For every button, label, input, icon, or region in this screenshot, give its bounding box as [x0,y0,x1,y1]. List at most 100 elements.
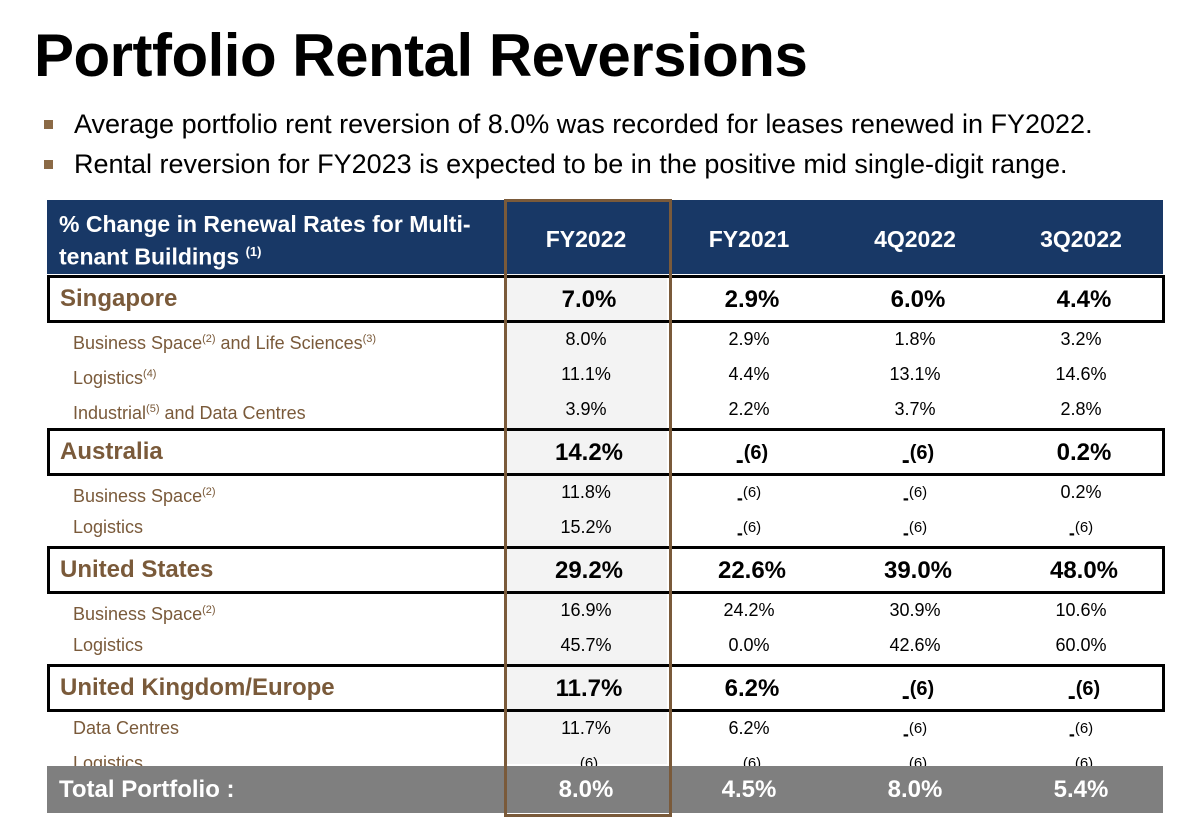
sub-row-label-text: Logistics [73,368,144,388]
footnote-ref: (2) [202,604,216,616]
value-cell: 30.9% [889,600,941,620]
region-row: United Kingdom/Europe 11.7% 6.2% -(6) -(6) [47,664,1165,712]
value-cell: 3.9% [565,399,607,419]
region-row: United States 29.2% 22.6% 39.0% 48.0% [47,546,1165,594]
value-cell: 6.0% [890,286,946,313]
value-cell: 2.9% [724,286,780,313]
value-cell: 4.4% [728,364,770,384]
region-name: Singapore [60,285,178,312]
dash-mark: - [1068,523,1075,543]
value-cell: 60.0% [1055,635,1107,655]
dash-mark: - [902,523,909,543]
header-label: % Change in Renewal Rates for Multi-tena… [59,210,499,271]
value-cell: 24.2% [723,600,775,620]
sub-row: Business Space(2) 16.9% 24.2% 30.9% 10.6% [47,593,1163,628]
value-cell: 1.8% [894,329,936,349]
fy2022-column-shading [505,274,667,764]
footnote-ref: (6) [909,442,935,464]
value-cell: 16.9% [560,600,612,620]
value-cell: 39.0% [883,557,953,584]
sub-row-label-text: Industrial [73,403,147,423]
sub-row-label-text: Logistics [73,635,144,655]
column-header-fy2021: FY2021 [708,226,790,252]
total-value: 5.4% [1053,776,1109,803]
region-name: United Kingdom/Europe [60,674,335,701]
dash-mark: - [1067,683,1076,710]
sub-row-label: Logistics(4) [73,357,156,396]
dash-mark: - [736,488,743,508]
sub-row: Business Space(2) 11.8% -(6) -(6) 0.2% [47,475,1163,510]
footnote-ref: (3) [362,333,377,345]
value-cell: 10.6% [1055,600,1107,620]
value-cell: 3.2% [1060,329,1102,349]
not-available-value: -(6) [834,667,1002,719]
footnote-ref: (5) [146,403,160,415]
square-bullet-icon [44,159,53,169]
footnote-ref: (6) [1075,678,1101,700]
footnote-ref: (6) [1074,519,1094,536]
table-header: % Change in Renewal Rates for Multi-tena… [47,200,1163,274]
not-available-value: -(6) [831,475,999,516]
header-label-text: % Change in Renewal Rates for Multi-tena… [59,211,471,270]
total-value: 8.0% [887,776,943,803]
value-cell: 8.0% [565,329,607,349]
column-header-fy2022: FY2022 [545,226,627,252]
sub-row-label: Data Centres [73,711,179,746]
total-value: 4.5% [721,776,777,803]
value-cell: 45.7% [560,635,612,655]
sub-row: Logistics(4) 11.1% 4.4% 13.1% 14.6% [47,357,1163,392]
sub-row-label: Logistics [73,628,143,663]
value-cell: 0.2% [1056,439,1112,466]
sub-row-label-text: Data Centres [73,718,180,738]
dash-mark: - [902,724,909,744]
sub-row-label-text: Business Space [73,333,203,353]
footnote-ref: (6) [1074,720,1094,737]
not-available-value: -(6) [667,510,831,551]
rental-reversion-table: % Change in Renewal Rates for Multi-tena… [47,200,1165,813]
sub-row: Logistics 15.2% -(6) -(6) -(6) [47,510,1163,545]
value-cell: 3.7% [894,399,936,419]
page-title: Portfolio Rental Reversions [34,22,808,89]
sub-row-label: Business Space(2) [73,593,216,632]
sub-row: Business Space(2) and Life Sciences(3) 8.… [47,322,1163,357]
value-cell: 0.2% [1060,482,1102,502]
value-cell: 11.8% [561,482,611,502]
value-cell: 13.1% [889,364,941,384]
dash-mark: - [735,447,744,474]
header-note: (1) [245,244,262,259]
region-row: Singapore 7.0% 2.9% 6.0% 4.4% [47,275,1165,323]
value-cell: 15.2% [560,517,612,537]
not-available-value: -(6) [667,475,831,516]
value-cell: 6.2% [728,718,770,738]
footnote-ref: (6) [908,484,928,501]
not-available-value: -(6) [1002,667,1166,719]
dash-mark: - [901,683,910,710]
value-cell: 4.4% [1056,286,1112,313]
value-cell: 48.0% [1049,557,1119,584]
not-available-value: -(6) [831,711,999,752]
not-available-value: -(6) [831,510,999,551]
square-bullet-icon [44,119,53,129]
sub-row-label: Logistics [73,510,143,545]
total-label: Total Portfolio : [59,776,235,803]
sub-row: Industrial(5) and Data Centres 3.9% 2.2% 3.… [47,392,1163,427]
value-cell: 2.2% [728,399,770,419]
column-header-3q2022: 3Q2022 [1040,226,1122,252]
value-cell: 11.1% [561,364,611,384]
sub-row-label: Business Space(2) and Life Sciences(3) [73,322,376,361]
value-cell: 22.6% [717,557,787,584]
footnote-ref: (6) [743,442,769,464]
sub-row-label: Industrial(5) and Data Centres [73,392,306,431]
sub-row-label-text: Business Space [73,486,203,506]
region-row: Australia 14.2% -(6) -(6) 0.2% [47,428,1165,476]
value-cell: 11.7% [555,675,623,702]
dash-mark: - [736,523,743,543]
footnote-ref: (4) [143,368,157,380]
bullet-list: Average portfolio rent reversion of 8.0%… [44,104,1093,184]
value-cell: 2.8% [1060,399,1102,419]
region-name: United States [60,556,214,583]
bullet-text: Average portfolio rent reversion of 8.0%… [74,109,1093,139]
footnote-ref: (6) [908,519,928,536]
sub-row-label-text: Business Space [73,604,203,624]
sub-row: Data Centres 11.7% 6.2% -(6) -(6) [47,711,1163,746]
